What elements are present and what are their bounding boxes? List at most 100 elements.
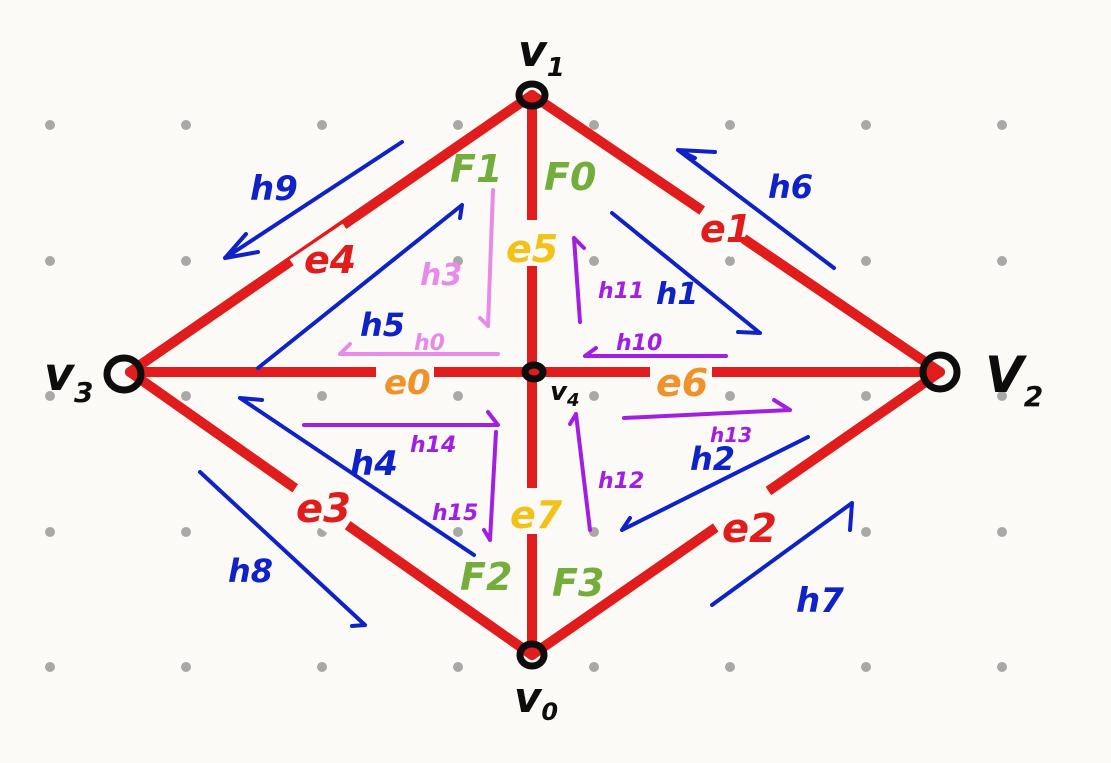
face-labels: F1 F0 F2 F3 xyxy=(450,147,604,605)
edge-label-e6: e6 xyxy=(656,361,708,405)
grid-dot xyxy=(317,662,327,672)
gap-e5 xyxy=(506,220,562,266)
arrow-h8 xyxy=(198,470,367,628)
arrow-h15 xyxy=(482,430,498,542)
grid-dot xyxy=(725,120,735,130)
half-edge-label-h0: h0 xyxy=(414,331,445,356)
edge-label-e3: e3 xyxy=(296,486,351,532)
vertex-v3 xyxy=(103,354,145,394)
grid-dot xyxy=(453,391,463,401)
edge-label-e0: e0 xyxy=(384,363,431,403)
half-edge-label-h8: h8 xyxy=(228,552,273,590)
grid-dot xyxy=(725,391,735,401)
gap-e2 xyxy=(710,484,790,558)
edge-label-e1: e1 xyxy=(700,207,752,251)
arrow-h6 xyxy=(676,148,836,270)
arrow-h14 xyxy=(302,410,500,427)
grid-dot xyxy=(861,120,871,130)
grid-dot xyxy=(589,662,599,672)
grid-dot xyxy=(181,256,191,266)
edge-label-e4: e4 xyxy=(304,238,356,282)
arrow-h3 xyxy=(478,188,495,328)
vertex-v4 xyxy=(521,361,547,383)
half-edge-arrows xyxy=(198,140,854,628)
arrow-h4 xyxy=(238,396,476,557)
grid-dot xyxy=(861,527,871,537)
arrow-h10 xyxy=(583,346,728,358)
vertex-v0 xyxy=(516,640,548,670)
grid-dots xyxy=(45,120,1007,672)
arrow-h7 xyxy=(710,501,854,607)
grid-dot xyxy=(45,120,55,130)
arrow-h1 xyxy=(610,211,762,335)
grid-dot xyxy=(589,256,599,266)
grid-dot xyxy=(861,256,871,266)
gap-e6 xyxy=(650,358,712,398)
grid-dot xyxy=(181,391,191,401)
gap-e4 xyxy=(289,223,367,295)
gap-e7 xyxy=(506,488,566,534)
grid-dot xyxy=(317,391,327,401)
face-label-F0: F0 xyxy=(544,155,596,199)
half-edge-labels: h9 h6 h5 h1 h4 h2 h8 h7 h3 h0 h11 h10 h1… xyxy=(228,168,844,621)
edge-label-e2: e2 xyxy=(722,506,777,552)
vertex-labels: v1 V2 v3 v4 v0 xyxy=(44,26,1043,726)
grid-dot xyxy=(997,662,1007,672)
half-edge-label-h1: h1 xyxy=(656,277,698,312)
grid-dot xyxy=(725,662,735,672)
vertex-label-v0: v0 xyxy=(514,673,558,726)
vertex-label-v3: v3 xyxy=(44,347,93,409)
half-edge-label-h11: h11 xyxy=(598,279,644,304)
grid-dot xyxy=(45,391,55,401)
grid-dot xyxy=(181,120,191,130)
edge-label-e7: e7 xyxy=(510,493,563,537)
arrow-h2 xyxy=(620,435,810,532)
half-edge-label-h9: h9 xyxy=(250,169,298,209)
half-edge-label-h6: h6 xyxy=(768,168,813,206)
half-edge-label-h14: h14 xyxy=(410,433,456,458)
grid-dot xyxy=(861,662,871,672)
half-edge-label-h13: h13 xyxy=(710,423,752,447)
vertex-v1 xyxy=(515,80,549,110)
grid-dot xyxy=(453,662,463,672)
half-edge-label-h2: h2 xyxy=(690,440,735,478)
gap-e1 xyxy=(689,194,755,258)
half-edge-label-h15: h15 xyxy=(432,501,478,526)
half-edge-label-h5: h5 xyxy=(360,306,405,344)
arrow-h12 xyxy=(568,412,592,532)
vertex-v2 xyxy=(919,351,961,393)
arrow-h13 xyxy=(622,398,792,420)
edge-label-gaps xyxy=(284,194,790,558)
arrow-h0 xyxy=(338,342,500,356)
grid-dot xyxy=(997,256,1007,266)
half-edge-label-h12: h12 xyxy=(598,469,644,494)
face-label-F2: F2 xyxy=(460,555,512,599)
grid-dot xyxy=(997,391,1007,401)
edge-labels: e4 e1 e2 e3 e5 e7 e0 e6 xyxy=(296,207,777,552)
gap-e3 xyxy=(284,466,364,540)
grid-dot xyxy=(589,391,599,401)
grid-dot xyxy=(317,120,327,130)
grid-dot xyxy=(997,527,1007,537)
arrow-h9 xyxy=(223,140,404,260)
vertex-label-v4: v4 xyxy=(550,377,579,411)
grid-dot xyxy=(453,256,463,266)
vertices xyxy=(103,80,961,670)
face-label-F3: F3 xyxy=(552,561,604,605)
vertex-label-v2: V2 xyxy=(985,346,1043,413)
grid-dot xyxy=(861,391,871,401)
grid-dot xyxy=(453,120,463,130)
arrow-h11 xyxy=(572,236,586,324)
half-edge-label-h7: h7 xyxy=(796,581,844,621)
grid-dot xyxy=(181,662,191,672)
grid-dot xyxy=(725,256,735,266)
grid-dot xyxy=(45,256,55,266)
grid-dot xyxy=(589,120,599,130)
grid-dot xyxy=(45,527,55,537)
grid-dot xyxy=(997,120,1007,130)
face-label-F1: F1 xyxy=(450,147,502,191)
edge-label-e5: e5 xyxy=(506,227,558,271)
grid-dot xyxy=(181,527,191,537)
half-edge-label-h3: h3 xyxy=(420,258,462,293)
